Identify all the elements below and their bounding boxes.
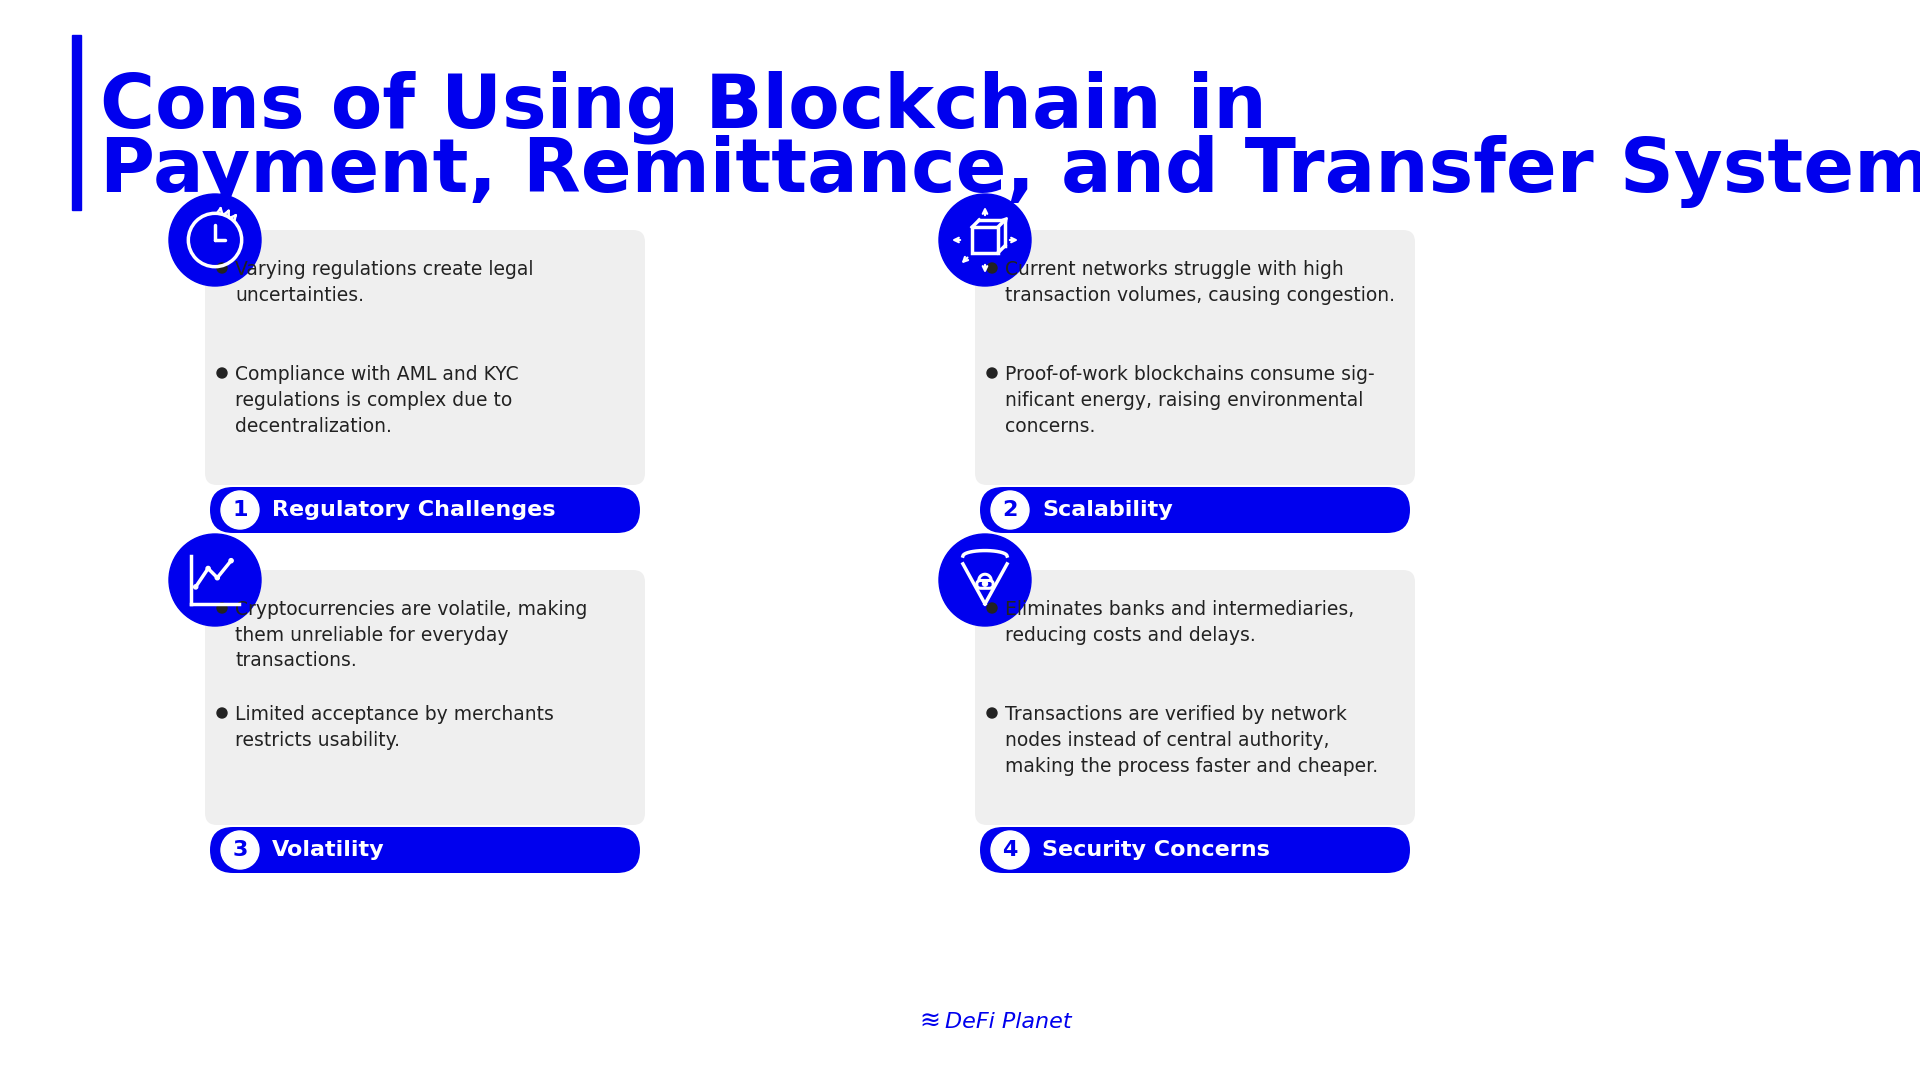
FancyBboxPatch shape bbox=[209, 827, 639, 873]
FancyBboxPatch shape bbox=[975, 230, 1415, 485]
Circle shape bbox=[215, 576, 219, 580]
FancyBboxPatch shape bbox=[979, 487, 1409, 534]
Circle shape bbox=[228, 558, 232, 563]
Text: 2: 2 bbox=[1002, 500, 1018, 519]
Circle shape bbox=[169, 534, 261, 626]
Text: Eliminates banks and intermediaries,
reducing costs and delays.: Eliminates banks and intermediaries, red… bbox=[1004, 600, 1354, 645]
Circle shape bbox=[939, 194, 1031, 286]
Circle shape bbox=[194, 585, 198, 589]
Text: Limited acceptance by merchants
restricts usability.: Limited acceptance by merchants restrict… bbox=[234, 705, 553, 750]
Text: Current networks struggle with high
transaction volumes, causing congestion.: Current networks struggle with high tran… bbox=[1004, 260, 1396, 305]
Circle shape bbox=[939, 534, 1031, 626]
Text: DeFi Planet: DeFi Planet bbox=[945, 1012, 1071, 1032]
Circle shape bbox=[987, 264, 996, 273]
Text: Scalability: Scalability bbox=[1043, 500, 1173, 519]
FancyBboxPatch shape bbox=[975, 570, 1415, 825]
Circle shape bbox=[169, 194, 261, 286]
Text: Volatility: Volatility bbox=[273, 840, 384, 860]
Circle shape bbox=[987, 368, 996, 378]
Circle shape bbox=[217, 603, 227, 613]
Circle shape bbox=[221, 491, 259, 529]
FancyBboxPatch shape bbox=[209, 487, 639, 534]
Circle shape bbox=[983, 581, 987, 586]
Text: Varying regulations create legal
uncertainties.: Varying regulations create legal uncerta… bbox=[234, 260, 534, 305]
Text: 3: 3 bbox=[232, 840, 248, 860]
Text: Cryptocurrencies are volatile, making
them unreliable for everyday
transactions.: Cryptocurrencies are volatile, making th… bbox=[234, 600, 588, 671]
FancyBboxPatch shape bbox=[979, 827, 1409, 873]
Circle shape bbox=[217, 368, 227, 378]
Text: Transactions are verified by network
nodes instead of central authority,
making : Transactions are verified by network nod… bbox=[1004, 705, 1379, 775]
FancyBboxPatch shape bbox=[205, 570, 645, 825]
Text: 4: 4 bbox=[1002, 840, 1018, 860]
Text: Regulatory Challenges: Regulatory Challenges bbox=[273, 500, 555, 519]
Circle shape bbox=[991, 491, 1029, 529]
FancyBboxPatch shape bbox=[205, 230, 645, 485]
Circle shape bbox=[217, 264, 227, 273]
Circle shape bbox=[205, 566, 209, 570]
Bar bbox=[73, 35, 81, 210]
Circle shape bbox=[217, 708, 227, 718]
Text: Compliance with AML and KYC
regulations is complex due to
decentralization.: Compliance with AML and KYC regulations … bbox=[234, 365, 518, 435]
Text: Payment, Remittance, and Transfer Systems: Payment, Remittance, and Transfer System… bbox=[100, 135, 1920, 208]
Circle shape bbox=[991, 831, 1029, 869]
Circle shape bbox=[221, 831, 259, 869]
Circle shape bbox=[987, 603, 996, 613]
Text: ≋: ≋ bbox=[920, 1010, 941, 1034]
Text: Proof-of-work blockchains consume sig-
nificant energy, raising environmental
co: Proof-of-work blockchains consume sig- n… bbox=[1004, 365, 1375, 435]
Circle shape bbox=[987, 708, 996, 718]
Text: Security Concerns: Security Concerns bbox=[1043, 840, 1269, 860]
Text: Cons of Using Blockchain in: Cons of Using Blockchain in bbox=[100, 70, 1267, 144]
Text: 1: 1 bbox=[232, 500, 248, 519]
